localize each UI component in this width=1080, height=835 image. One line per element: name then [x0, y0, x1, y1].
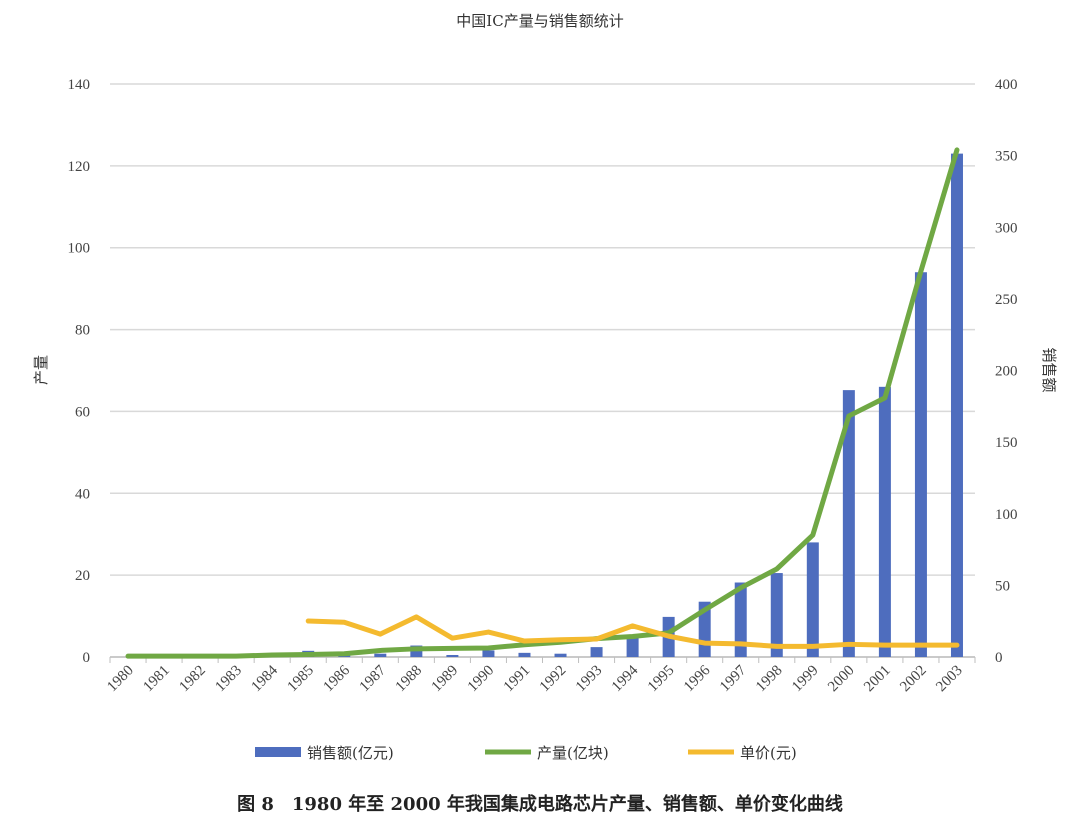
bar-sales: [554, 653, 567, 657]
line-unit-price: [305, 614, 960, 649]
y-left-tick-label: 0: [83, 650, 91, 666]
x-tick-label: 1988: [393, 663, 426, 696]
bar-sales: [806, 542, 819, 657]
legend-label: 销售额(亿元): [307, 744, 394, 762]
y-right-tick-label: 250: [995, 292, 1018, 308]
x-tick-label: 1985: [285, 663, 318, 696]
y-right-tick-label: 100: [995, 507, 1018, 523]
line-production: [125, 147, 960, 659]
x-tick-label: 1999: [789, 663, 822, 696]
x-tick-label: 1991: [501, 663, 534, 696]
y-right-tick-label: 0: [995, 650, 1003, 666]
x-tick-label: 2002: [897, 663, 930, 696]
y-left-tick-label: 80: [75, 323, 90, 339]
x-tick-label: 1992: [537, 663, 570, 696]
y-left-tick-label: 20: [75, 568, 90, 584]
x-tick-label: 1987: [357, 662, 390, 695]
y-left-tick-label: 120: [68, 159, 91, 175]
bar-sales: [482, 650, 495, 657]
y-right-tick-label: 300: [995, 220, 1018, 236]
bar-sales: [590, 647, 603, 657]
bar-sales: [770, 573, 783, 657]
x-tick-label: 1994: [609, 662, 642, 695]
y-left-tick-label: 40: [75, 486, 90, 502]
bar-sales: [374, 653, 387, 657]
bar-sales: [878, 386, 891, 657]
y-left-axis-label: 产量: [32, 355, 50, 385]
x-tick-label: 2001: [861, 663, 894, 696]
figure-caption: 图 8 1980 年至 2000 年我国集成电路芯片产量、销售额、单价变化曲线: [237, 794, 843, 815]
bar-sales: [446, 654, 459, 657]
legend-swatch: [255, 747, 301, 757]
x-tick-label: 1996: [681, 662, 714, 695]
bar-sales: [626, 635, 639, 657]
x-tick-label: 1995: [645, 663, 678, 696]
y-right-tick-label: 350: [995, 149, 1018, 165]
bar-sales: [518, 652, 531, 657]
x-tick-label: 1980: [104, 663, 137, 696]
y-left-tick-label: 60: [75, 404, 90, 420]
chart-title: 中国IC产量与销售额统计: [456, 12, 623, 30]
x-tick-label: 1984: [248, 662, 281, 695]
bar-sales: [950, 153, 963, 657]
x-tick-label: 2000: [825, 663, 858, 696]
y-right-tick-label: 200: [995, 364, 1018, 380]
bar-sales: [842, 390, 855, 657]
legend-label: 单价(元): [740, 744, 797, 762]
y-left-tick-label: 140: [68, 77, 91, 93]
y-right-axis-label: 销售额: [1040, 347, 1058, 392]
bar-sales: [914, 272, 927, 657]
legend-label: 产量(亿块): [537, 744, 609, 762]
x-tick-label: 1989: [429, 663, 462, 696]
x-tick-label: 1990: [465, 663, 498, 696]
x-tick-label: 1993: [573, 663, 606, 696]
x-tick-label: 1981: [140, 663, 173, 696]
bar-sales: [734, 582, 747, 657]
y-left-tick-label: 100: [68, 241, 91, 257]
x-tick-label: 1997: [717, 662, 750, 695]
x-tick-label: 2003: [933, 663, 966, 696]
x-tick-label: 1982: [176, 663, 209, 696]
x-tick-label: 1983: [212, 663, 245, 696]
x-tick-label: 1986: [321, 662, 354, 695]
y-right-tick-label: 150: [995, 435, 1018, 451]
x-tick-label: 1998: [753, 663, 786, 696]
y-right-tick-label: 50: [995, 578, 1010, 594]
y-right-tick-label: 400: [995, 77, 1018, 93]
